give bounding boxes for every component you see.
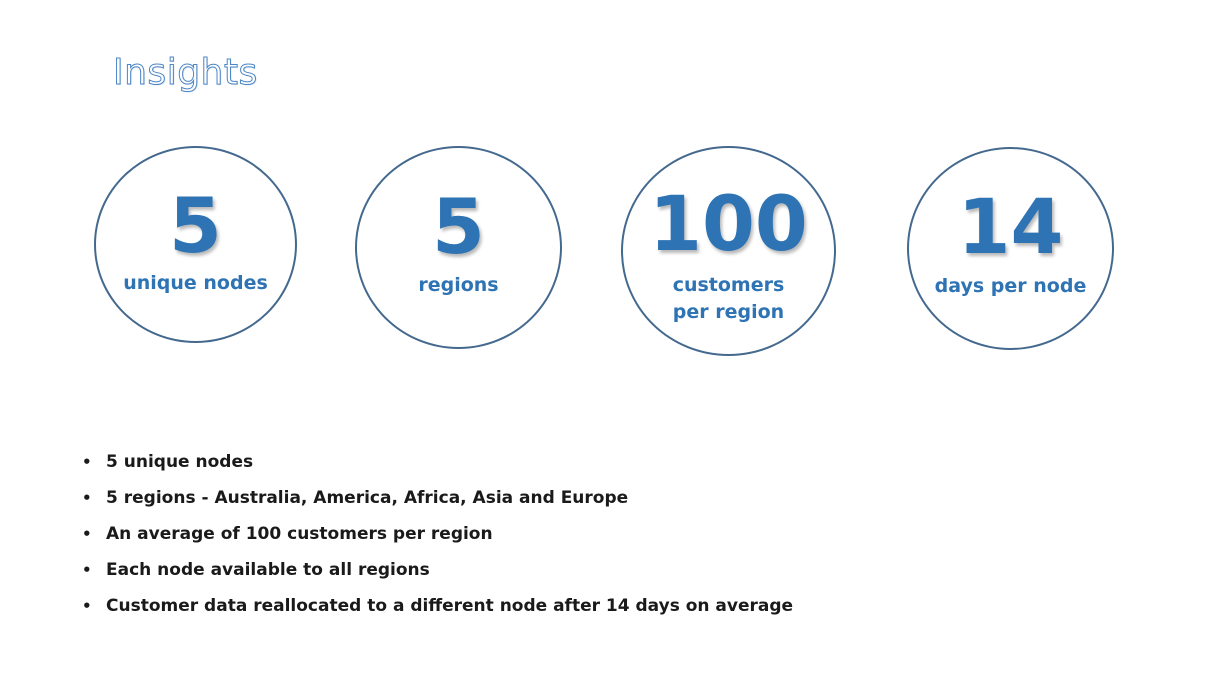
page-title: Insights — [113, 52, 258, 94]
bullet-dot-icon: • — [82, 489, 92, 507]
list-item-text: 5 unique nodes — [106, 452, 254, 472]
stat-value: 14 — [957, 182, 1064, 271]
list-item: • Customer data reallocated to a differe… — [82, 590, 793, 626]
list-item: • 5 unique nodes — [82, 446, 793, 482]
stat-circle-days-per-node: 14 days per node — [907, 147, 1114, 350]
list-item-text: An average of 100 customers per region — [106, 524, 493, 544]
bullet-dot-icon: • — [82, 561, 92, 579]
list-item: • An average of 100 customers per region — [82, 518, 793, 554]
list-item: • 5 regions - Australia, America, Africa… — [82, 482, 793, 518]
stat-label: regions — [418, 274, 499, 296]
stat-label: customers per region — [672, 274, 785, 323]
bullet-dot-icon: • — [82, 453, 92, 471]
bullet-dot-icon: • — [82, 525, 92, 543]
stat-value: 100 — [649, 179, 808, 268]
stat-value: 5 — [169, 181, 222, 270]
list-item-text: 5 regions - Australia, America, Africa, … — [106, 488, 629, 508]
bullet-dot-icon: • — [82, 597, 92, 615]
stat-label: unique nodes — [123, 272, 268, 294]
stat-circle-customers-per-region: 100 customers per region — [621, 146, 836, 356]
stat-circle-unique-nodes: 5 unique nodes — [94, 146, 297, 343]
list-item-text: Customer data reallocated to a different… — [106, 596, 794, 616]
stat-label: days per node — [934, 275, 1087, 297]
insights-bullet-list: • 5 unique nodes • 5 regions - Australia… — [82, 446, 793, 626]
list-item: • Each node available to all regions — [82, 554, 793, 590]
list-item-text: Each node available to all regions — [106, 560, 430, 580]
stat-circle-regions: 5 regions — [355, 146, 562, 349]
stat-value: 5 — [432, 182, 485, 271]
